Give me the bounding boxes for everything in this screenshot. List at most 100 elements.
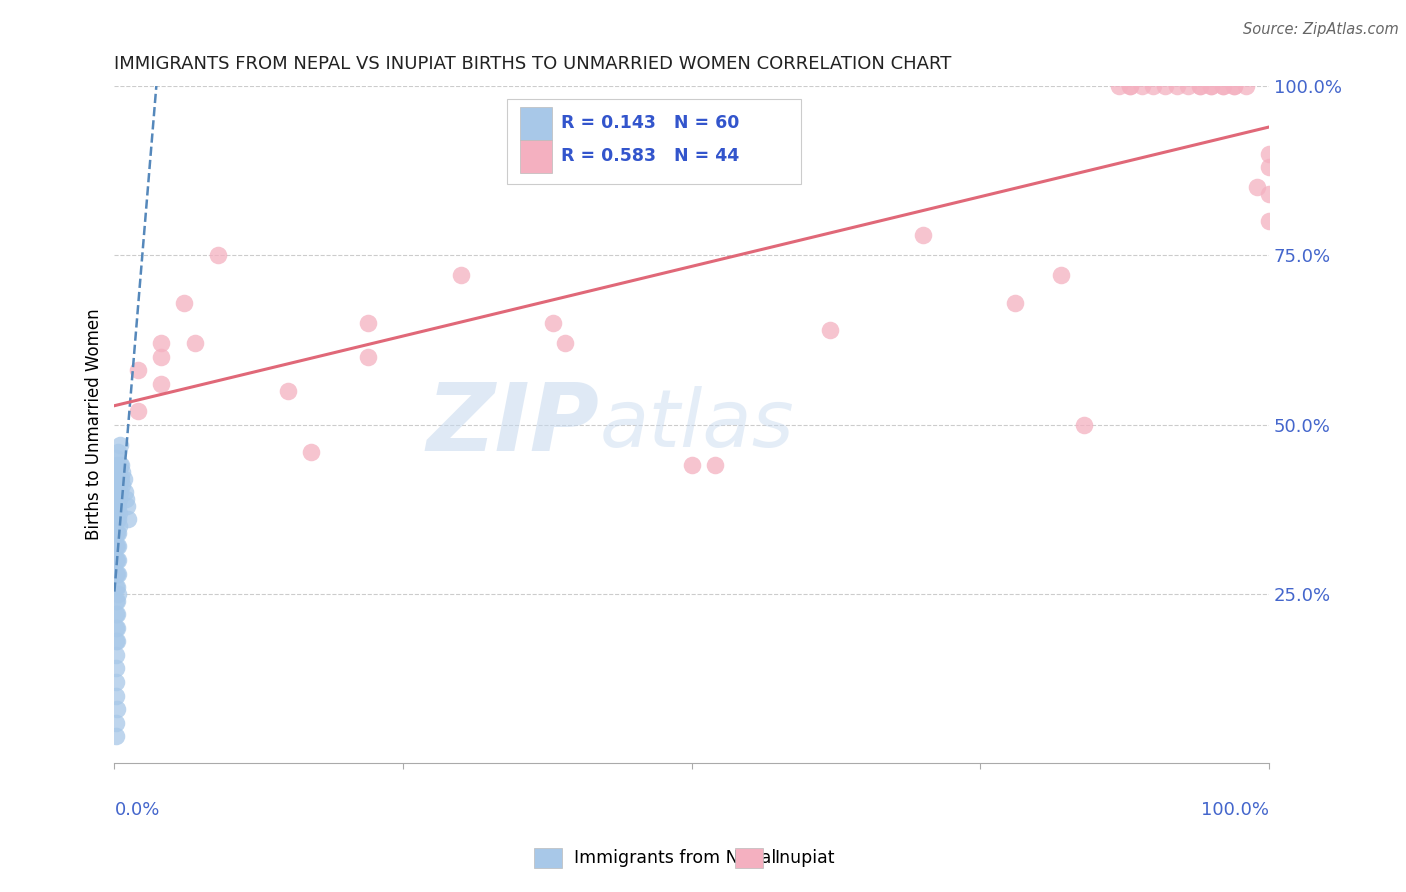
Point <box>107 444 129 458</box>
Point <box>277 384 299 398</box>
Point <box>104 729 127 743</box>
Point <box>1119 78 1142 93</box>
Text: ZIP: ZIP <box>426 378 599 470</box>
Point <box>104 451 127 466</box>
Point <box>1188 78 1211 93</box>
Point <box>108 465 131 479</box>
Point <box>911 227 934 242</box>
Point <box>1258 187 1281 202</box>
Point <box>105 621 128 635</box>
Point <box>108 458 131 472</box>
Point <box>107 472 129 486</box>
Point <box>108 478 131 492</box>
Point <box>105 580 128 594</box>
Text: R = 0.143   N = 60: R = 0.143 N = 60 <box>561 114 740 132</box>
Point <box>173 295 195 310</box>
Point <box>111 478 134 492</box>
Point <box>108 519 131 533</box>
Point <box>104 465 127 479</box>
Point <box>105 607 128 622</box>
Point <box>207 248 229 262</box>
Point <box>105 485 128 500</box>
Point <box>108 491 131 506</box>
Point <box>184 336 207 351</box>
Point <box>105 458 128 472</box>
Point <box>1188 78 1211 93</box>
Point <box>117 512 139 526</box>
Point <box>105 634 128 648</box>
Point <box>541 316 564 330</box>
Point <box>107 525 129 540</box>
Point <box>105 540 128 554</box>
Point <box>357 316 380 330</box>
Point <box>104 566 127 581</box>
Point <box>127 404 149 418</box>
Point <box>450 268 472 283</box>
Point <box>104 621 127 635</box>
Point <box>1050 268 1073 283</box>
Point <box>357 350 380 364</box>
Point <box>105 593 128 607</box>
FancyBboxPatch shape <box>520 107 553 140</box>
Text: Source: ZipAtlas.com: Source: ZipAtlas.com <box>1243 22 1399 37</box>
Text: Inupiat: Inupiat <box>775 849 835 867</box>
Point <box>112 472 135 486</box>
Point <box>104 593 127 607</box>
Point <box>104 540 127 554</box>
Point <box>110 458 132 472</box>
Point <box>104 512 127 526</box>
Point <box>104 553 127 567</box>
Point <box>1199 78 1222 93</box>
Point <box>1177 78 1199 93</box>
Point <box>115 499 138 513</box>
Point <box>1108 78 1130 93</box>
Point <box>105 553 128 567</box>
Point <box>105 512 128 526</box>
Text: Immigrants from Nepal: Immigrants from Nepal <box>574 849 776 867</box>
Point <box>1004 295 1026 310</box>
Point <box>127 363 149 377</box>
Text: atlas: atlas <box>599 385 794 464</box>
Point <box>554 336 576 351</box>
Point <box>111 465 134 479</box>
Point <box>108 485 131 500</box>
Point <box>108 438 131 452</box>
Point <box>149 376 172 391</box>
Point <box>1258 160 1281 174</box>
Point <box>1258 214 1281 228</box>
Point <box>107 499 129 513</box>
Point <box>105 566 128 581</box>
Point <box>1212 78 1234 93</box>
Point <box>1223 78 1246 93</box>
Text: 100.0%: 100.0% <box>1201 800 1270 819</box>
Point <box>1142 78 1164 93</box>
Point <box>818 323 841 337</box>
Point <box>104 675 127 690</box>
Point <box>114 485 136 500</box>
Point <box>107 512 129 526</box>
Point <box>115 491 138 506</box>
Point <box>104 661 127 675</box>
Point <box>1223 78 1246 93</box>
Point <box>105 702 128 716</box>
Point <box>107 540 129 554</box>
Point <box>108 506 131 520</box>
Point <box>110 472 132 486</box>
Point <box>107 587 129 601</box>
Point <box>107 553 129 567</box>
Point <box>1130 78 1153 93</box>
FancyBboxPatch shape <box>508 99 801 184</box>
Point <box>149 350 172 364</box>
Point <box>1246 180 1268 194</box>
Point <box>104 499 127 513</box>
Point <box>1073 417 1095 432</box>
Point <box>105 525 128 540</box>
Y-axis label: Births to Unmarried Women: Births to Unmarried Women <box>86 309 103 541</box>
Point <box>104 634 127 648</box>
Point <box>107 485 129 500</box>
FancyBboxPatch shape <box>520 140 553 172</box>
Point <box>105 499 128 513</box>
Point <box>104 580 127 594</box>
Point <box>1166 78 1188 93</box>
Point <box>107 566 129 581</box>
